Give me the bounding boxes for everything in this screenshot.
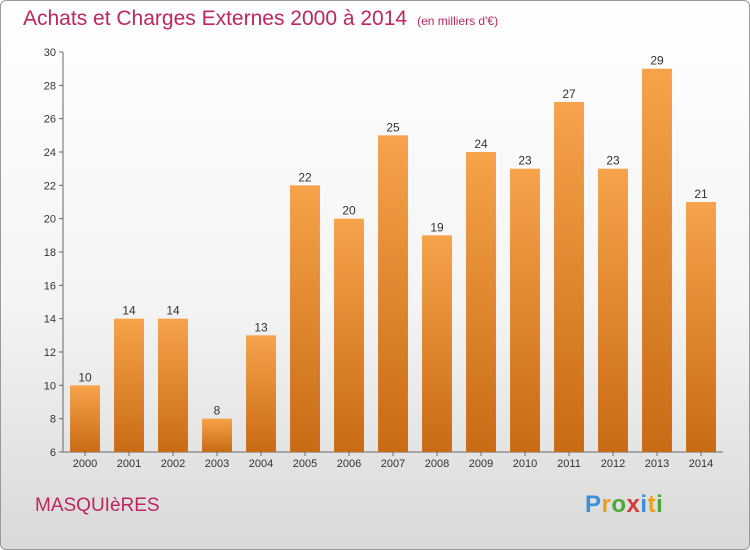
bar-2004 — [246, 335, 276, 452]
chart-title: Achats et Charges Externes 2000 à 2014 (e… — [23, 7, 498, 31]
logo-letter: P — [585, 491, 602, 518]
y-tick-label: 18 — [44, 247, 56, 259]
bar-2007 — [378, 135, 408, 453]
x-tick-label-2014: 2014 — [689, 458, 713, 470]
data-label-2006: 20 — [342, 204, 356, 218]
y-tick-label: 6 — [50, 447, 56, 459]
bar-2012 — [598, 168, 628, 452]
y-tick-label: 20 — [44, 214, 56, 226]
data-label-2004: 13 — [254, 320, 268, 334]
data-label-2010: 23 — [518, 154, 532, 168]
y-tick-label: 22 — [44, 180, 56, 192]
bar-2002 — [158, 318, 188, 452]
bar-2003 — [202, 418, 232, 452]
bar-2010 — [510, 168, 540, 452]
x-tick-label-2007: 2007 — [381, 458, 405, 470]
bar-2006 — [334, 218, 364, 452]
x-tick-label-2003: 2003 — [205, 458, 229, 470]
y-tick-label: 28 — [44, 80, 56, 92]
data-label-2014: 21 — [694, 187, 708, 201]
y-tick-label: 26 — [44, 114, 56, 126]
x-tick-label-2013: 2013 — [645, 458, 669, 470]
y-tick-label: 30 — [44, 47, 56, 59]
data-label-2002: 14 — [166, 304, 180, 318]
data-label-2000: 10 — [78, 370, 92, 384]
bar-2009 — [466, 152, 496, 452]
commune-name: MASQUIèRES — [35, 495, 160, 516]
bar-2000 — [70, 385, 100, 452]
data-label-2011: 27 — [562, 87, 576, 101]
title-text: Achats et Charges Externes 2000 à 2014 — [23, 7, 408, 30]
bar-2014 — [686, 202, 716, 452]
x-tick-label-2010: 2010 — [513, 458, 537, 470]
data-label-2012: 23 — [606, 154, 620, 168]
y-tick-label: 8 — [50, 414, 56, 426]
data-label-2003: 8 — [214, 404, 221, 418]
bar-2013 — [642, 68, 672, 453]
logo-letter: i — [640, 491, 648, 518]
y-tick-label: 24 — [44, 147, 56, 159]
logo-letter: r — [601, 491, 612, 518]
logo-letter: x — [626, 491, 641, 518]
data-label-2001: 14 — [122, 304, 136, 318]
x-tick-label-2008: 2008 — [425, 458, 449, 470]
y-tick-label: 14 — [44, 314, 56, 326]
logo-letter: o — [611, 491, 627, 518]
data-label-2005: 22 — [298, 170, 312, 184]
x-tick-label-2006: 2006 — [337, 458, 361, 470]
data-label-2009: 24 — [474, 137, 488, 151]
x-tick-label-2009: 2009 — [469, 458, 493, 470]
data-label-2008: 19 — [430, 220, 444, 234]
y-tick-label: 12 — [44, 347, 56, 359]
y-tick-label: 16 — [44, 280, 56, 292]
logo-letter: i — [656, 491, 664, 518]
proxiti-logo: Proxiti — [585, 491, 663, 519]
bar-2005 — [290, 185, 320, 453]
data-label-2013: 29 — [650, 54, 664, 68]
bar-2011 — [554, 102, 584, 452]
x-tick-label-2001: 2001 — [117, 458, 141, 470]
x-tick-label-2002: 2002 — [161, 458, 185, 470]
data-label-2007: 25 — [386, 120, 400, 134]
bar-2001 — [114, 318, 144, 452]
x-tick-label-2011: 2011 — [557, 458, 581, 470]
x-tick-label-2005: 2005 — [293, 458, 317, 470]
x-tick-label-2000: 2000 — [73, 458, 97, 470]
x-tick-label-2012: 2012 — [601, 458, 625, 470]
title-unit: (en milliers d'€) — [417, 14, 499, 28]
x-tick-label-2004: 2004 — [249, 458, 273, 470]
y-tick-label: 10 — [44, 380, 56, 392]
bar-2008 — [422, 235, 452, 452]
logo-letter: t — [647, 491, 657, 518]
